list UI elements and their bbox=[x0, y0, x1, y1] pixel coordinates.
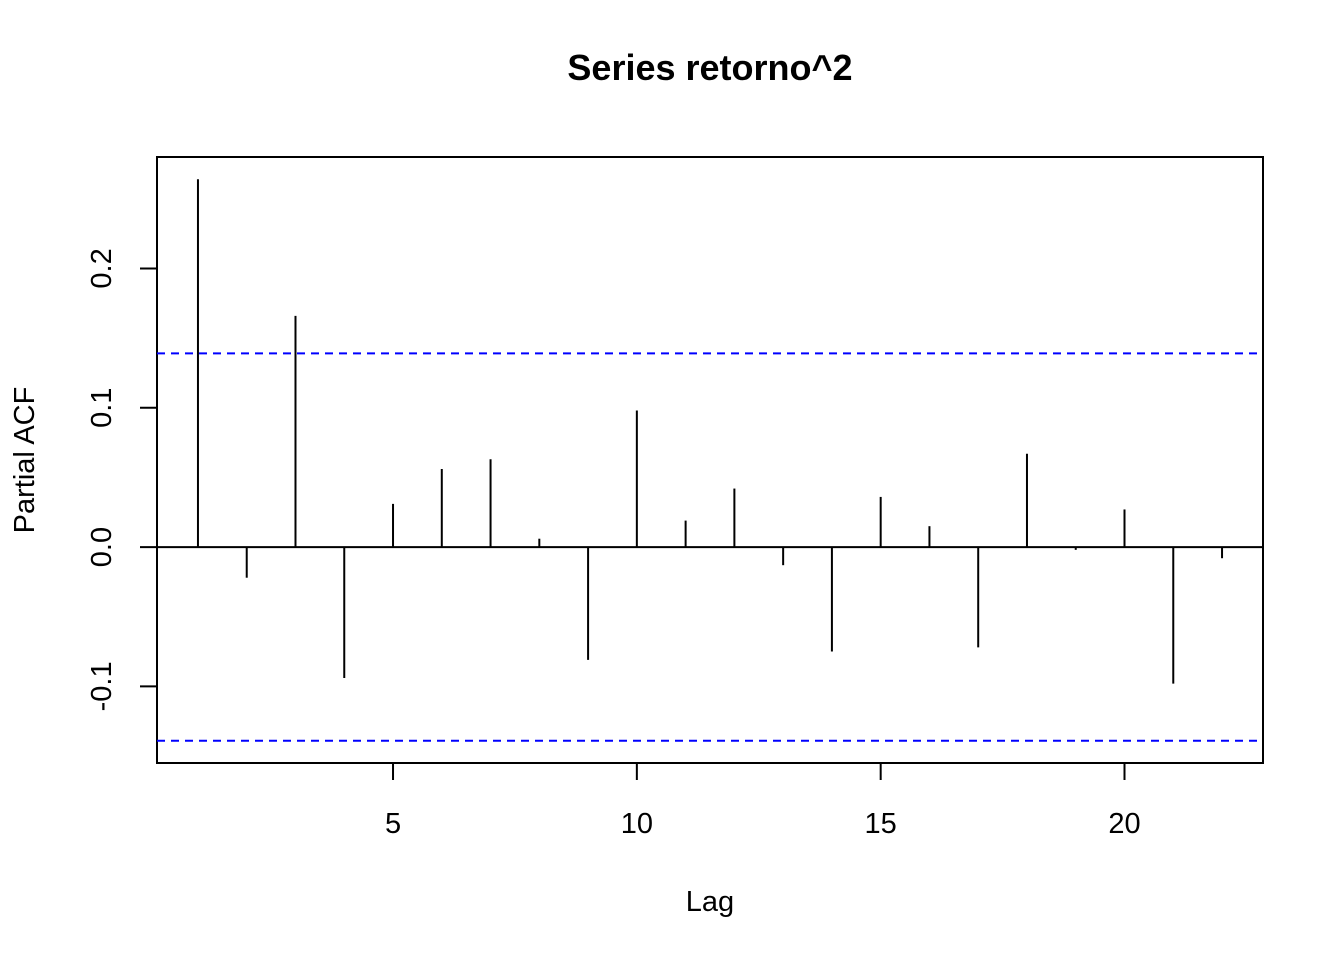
y-tick-label: 0.1 bbox=[86, 388, 118, 428]
y-tick-label: 0.2 bbox=[86, 248, 118, 288]
chart-title: Series retorno^2 bbox=[567, 47, 852, 88]
plot-frame bbox=[156, 156, 1264, 764]
x-tick-label: 15 bbox=[865, 808, 897, 840]
reference-lines bbox=[157, 352, 1263, 742]
pacf-bars bbox=[196, 179, 1224, 684]
y-axis: -0.1 0.0 0.1 0.2 bbox=[86, 248, 158, 711]
x-tick-label: 5 bbox=[385, 808, 401, 840]
y-tick-label: 0.0 bbox=[86, 527, 118, 567]
x-axis-label: Lag bbox=[686, 886, 734, 918]
x-tick-label: 10 bbox=[621, 808, 653, 840]
y-tick-label: -0.1 bbox=[86, 661, 118, 711]
y-axis-label: Partial ACF bbox=[9, 387, 41, 534]
x-axis: 5 10 15 20 bbox=[385, 762, 1141, 840]
x-tick-label: 20 bbox=[1108, 808, 1140, 840]
